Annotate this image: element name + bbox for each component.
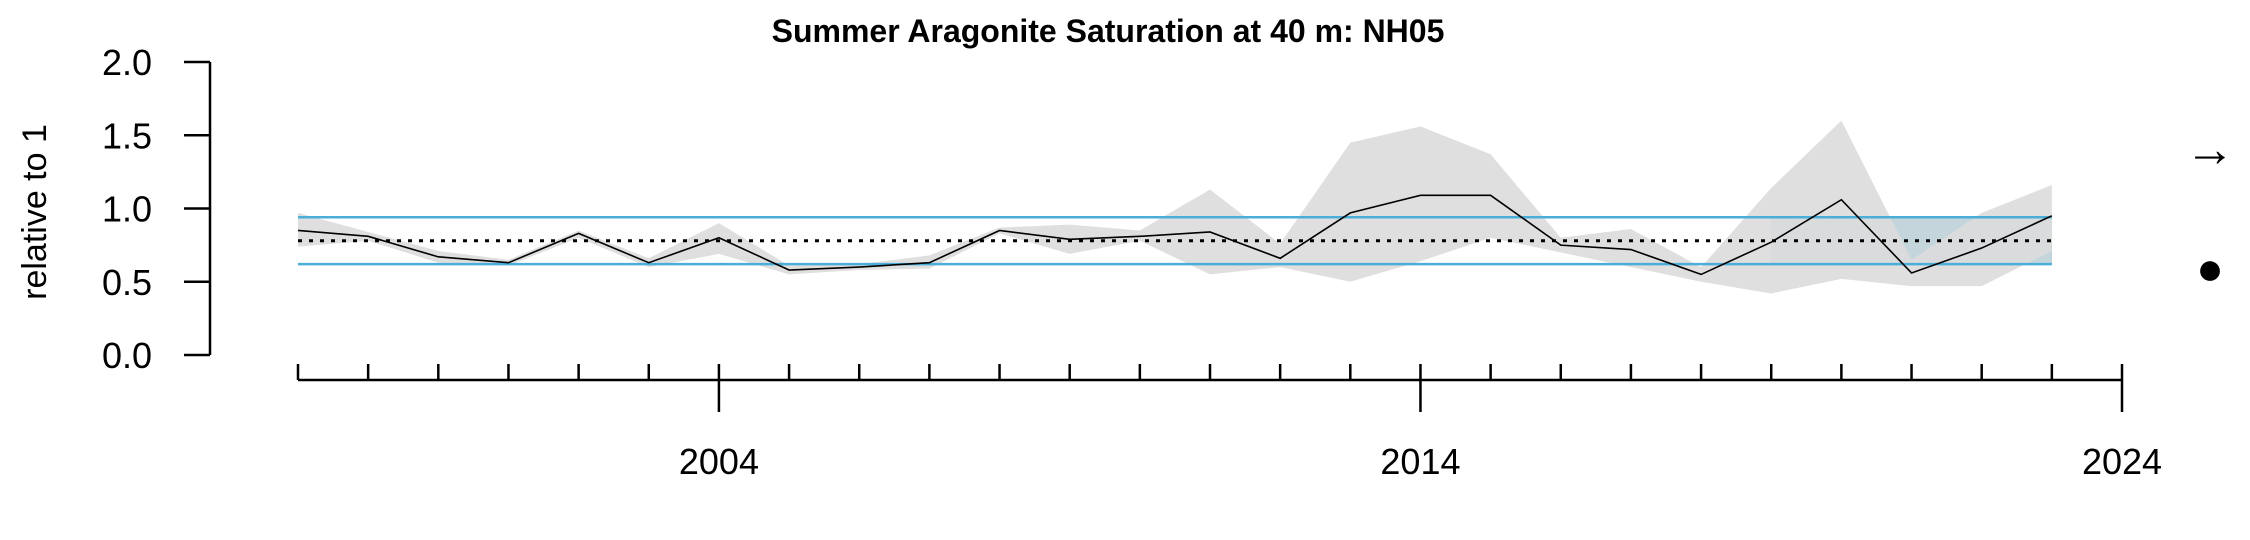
- trend-arrow-icon: →: [2185, 121, 2235, 177]
- y-tick-label: 1.5: [102, 115, 152, 156]
- series-line: [297, 194, 2053, 276]
- status-dot-icon: ●: [2196, 242, 2224, 294]
- y-axis-label: relative to 1: [16, 124, 54, 300]
- x-tick-label: 2024: [2082, 441, 2162, 482]
- y-tick-label: 0.0: [102, 335, 152, 376]
- axes: 0.0 0.5 1.0 1.5 2.0 2004 2014 2024: [102, 42, 2162, 482]
- uncertainty-band: [298, 120, 2052, 294]
- x-tick-label: 2004: [679, 441, 759, 482]
- plot-area: [297, 120, 2053, 294]
- chart-title: Summer Aragonite Saturation at 40 m: NH0…: [772, 13, 1445, 49]
- y-tick-label: 0.5: [102, 262, 152, 303]
- x-tick-label: 2014: [1380, 441, 1460, 482]
- y-tick-label: 1.0: [102, 189, 152, 230]
- y-tick-label: 2.0: [102, 42, 152, 83]
